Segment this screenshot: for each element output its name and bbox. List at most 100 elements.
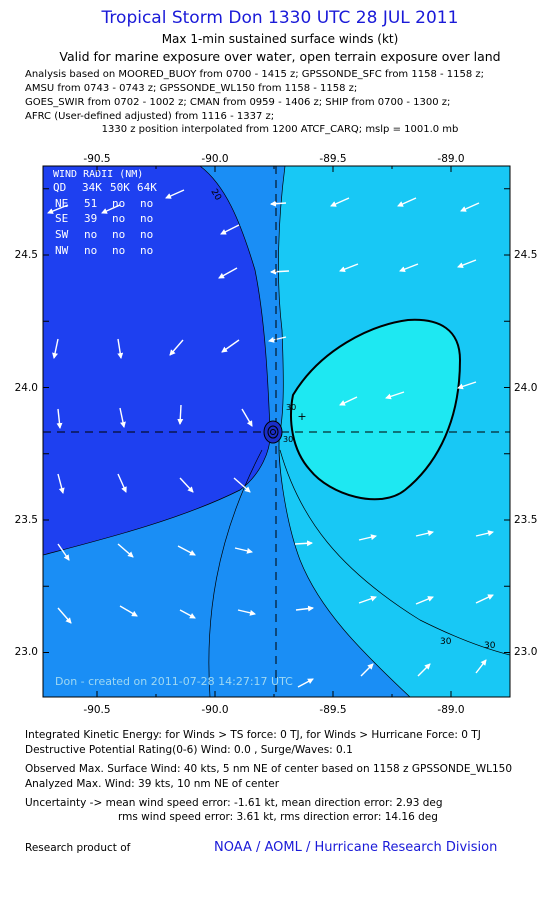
wind-vector-arrow (47, 204, 69, 214)
radii-cell: no (84, 244, 97, 257)
wind-vector-arrow (233, 477, 251, 493)
radii-col-header: 64K (137, 181, 157, 194)
lon-tick-label: -89.5 (319, 153, 346, 165)
wind-radii-heading: WIND RADII (NM) (53, 169, 143, 180)
wind-vector-arrow (399, 263, 419, 272)
band-34-plus (291, 319, 460, 500)
wind-vector-arrow (179, 609, 196, 619)
wind-vector-arrow (385, 391, 405, 400)
wind-vector-arrow (220, 224, 240, 235)
lat-labels-right: 24.5 24.0 23.5 23.0 (514, 249, 537, 658)
lat-tick-label: 24.5 (514, 249, 537, 261)
lon-tick-label: -89.0 (437, 153, 464, 165)
lon-tick-label: -89.5 (319, 704, 346, 716)
wind-vector-arrow (117, 543, 134, 558)
wind-vector-arrow (268, 336, 287, 343)
wind-radii-table: WIND RADII (NM) QD 34K 50K 64K NE 51 no … (53, 169, 157, 257)
wind-vector-arrow (221, 339, 240, 353)
analyzed-max-wind: Analyzed Max. Wind: 39 kts, 10 nm NE of … (25, 778, 280, 790)
wind-vector-arrow (457, 381, 477, 390)
wind-vector-arrow (415, 530, 434, 537)
wind-vector-arrow (101, 204, 121, 214)
wind-vector-arrow (52, 338, 59, 359)
axis-ticks (43, 166, 511, 697)
radii-col-header: 50K (110, 181, 130, 194)
radii-cell: NE (55, 197, 68, 210)
lat-tick-label: 23.0 (514, 646, 537, 658)
lat-tick-label: 23.0 (15, 646, 38, 658)
wind-vector-arrow (475, 659, 487, 674)
uncertainty-line-2: rms wind speed error: 3.61 kt, rms direc… (118, 811, 438, 823)
lat-tick-label: 23.5 (15, 514, 38, 526)
observed-max-wind: Observed Max. Surface Wind: 40 kts, 5 nm… (25, 763, 513, 775)
wind-vector-arrow (177, 404, 184, 425)
wind-vector-arrow (241, 408, 253, 427)
wind-vector-arrow (475, 530, 494, 537)
wind-vector-arrow (117, 473, 127, 493)
radii-cell: no (112, 244, 125, 257)
contour-label: 30 (440, 637, 452, 647)
wind-vector-arrow (270, 268, 290, 275)
wind-vector-arrow (457, 259, 477, 268)
analysis-line: AMSU from 0743 - 0743 z; GPSSONDE_WL150 … (25, 83, 358, 94)
wind-vectors (47, 189, 494, 688)
wind-vector-arrow (234, 547, 253, 554)
lon-labels-bottom: -90.5 -90.0 -89.5 -89.0 (83, 704, 464, 716)
wind-vector-arrow (237, 609, 256, 616)
radii-cell: no (140, 212, 153, 225)
lat-labels-left: 24.5 24.0 23.5 23.0 (15, 249, 38, 658)
radii-cell: no (84, 228, 97, 241)
wind-vector-arrow (415, 596, 434, 605)
wind-vector-arrow (339, 263, 359, 272)
30-kt-contour-sw (208, 449, 263, 697)
uncertainty-line-1: Uncertainty -> mean wind speed error: -1… (25, 797, 443, 809)
max-wind-marker: + (297, 410, 306, 423)
wind-vector-arrow (339, 396, 358, 406)
lon-tick-label: -90.0 (201, 704, 228, 716)
wind-vector-arrow (417, 663, 431, 677)
band-lt20 (43, 166, 271, 555)
radii-cell: NW (55, 244, 69, 257)
hrd-credit-link[interactable]: NOAA / AOML / Hurricane Research Divisio… (214, 840, 498, 855)
wind-vector-arrow (297, 678, 314, 688)
34-kt-contour (290, 318, 462, 501)
lat-tick-label: 24.0 (15, 382, 38, 394)
wind-vector-arrow (295, 605, 314, 612)
radii-col-header: 34K (82, 181, 102, 194)
wind-field-map: + 20 30 30 30 30 WIND RADII (NM) QD 34K … (15, 153, 538, 716)
radii-cell: SW (55, 228, 69, 241)
radii-cell: no (112, 197, 125, 210)
wind-vector-arrow (218, 267, 238, 279)
wind-vector-arrow (165, 189, 185, 199)
creation-watermark: Don - created on 2011-07-28 14:27:17 UTC (55, 675, 293, 688)
wind-vector-arrow (57, 473, 65, 494)
wind-vector-arrow (57, 607, 72, 624)
wind-vector-arrow (119, 605, 138, 617)
contour-label: 30 (283, 435, 293, 444)
lon-labels-top: -90.5 -90.0 -89.5 -89.0 (83, 153, 464, 165)
validity-note: Valid for marine exposure over water, op… (59, 49, 501, 64)
analysis-line: GOES_SWIR from 0702 - 1002 z; CMAN from … (25, 97, 451, 108)
radii-cell: no (140, 244, 153, 257)
dpr-line: Destructive Potential Rating(0-6) Wind: … (25, 744, 353, 756)
ike-line: Integrated Kinetic Energy: for Winds > T… (25, 729, 481, 741)
radii-cell: no (112, 212, 125, 225)
lon-tick-label: -90.5 (83, 704, 110, 716)
wind-vector-arrow (475, 594, 494, 604)
wind-vector-arrow (169, 339, 184, 356)
credit-label: Research product of (25, 842, 131, 854)
wind-vector-arrow (57, 543, 70, 561)
radii-cell: no (140, 228, 153, 241)
30-kt-contour-south (279, 449, 510, 656)
wind-vector-arrow (294, 540, 313, 547)
wind-vector-arrow (177, 545, 196, 556)
subtitle: Max 1-min sustained surface winds (kt) (161, 32, 399, 46)
interpolation-note: 1330 z position interpolated from 1200 A… (101, 124, 459, 135)
analysis-line: Analysis based on MOORED_BUOY from 0700 … (25, 69, 485, 80)
contour-label: 30 (286, 403, 296, 412)
wind-vector-arrow (330, 197, 350, 207)
lat-tick-label: 24.0 (514, 382, 537, 394)
storm-center (263, 420, 283, 444)
lon-tick-label: -89.0 (437, 704, 464, 716)
contour-label: 30 (484, 641, 496, 651)
